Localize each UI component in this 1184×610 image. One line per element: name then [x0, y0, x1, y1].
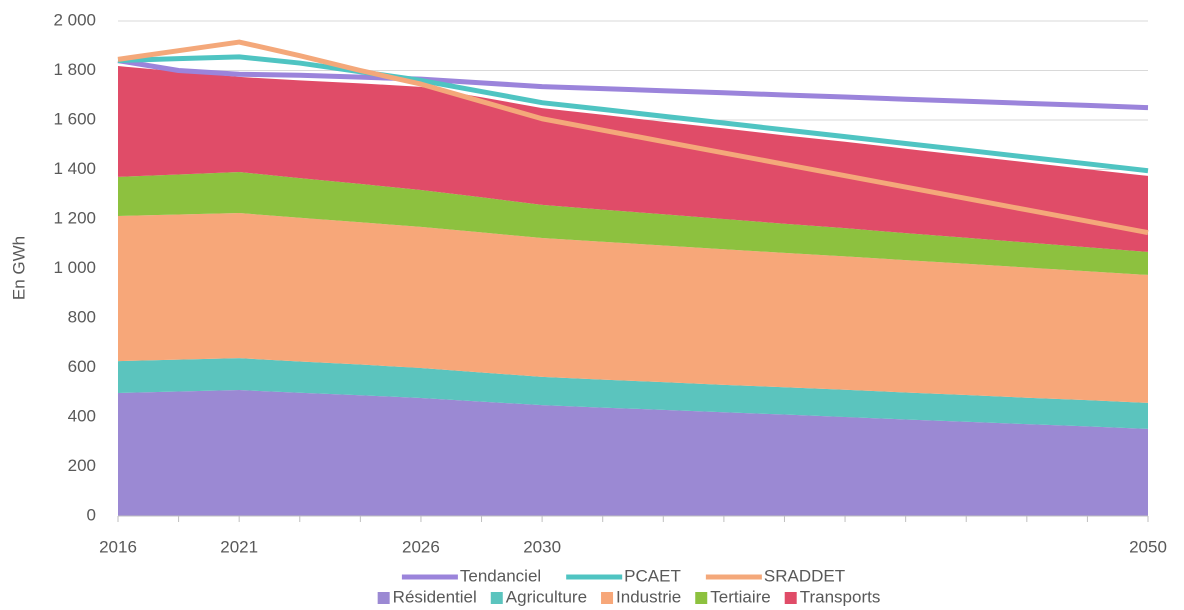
legend-label: SRADDET — [764, 566, 845, 585]
y-tick-label: 1 000 — [53, 258, 96, 277]
legend-swatch — [784, 592, 797, 604]
lines — [117, 39, 1149, 236]
legend-label: Tendanciel — [460, 566, 541, 585]
legend-label: Tertiaire — [710, 587, 770, 606]
legend-row: Tendanciel PCAET SRADDET — [401, 566, 845, 585]
y-tick-label: 1 800 — [53, 60, 96, 79]
y-tick-label: 400 — [68, 406, 96, 425]
legend-label: Industrie — [616, 587, 681, 606]
y-tick-label: 0 — [87, 505, 96, 524]
y-tick-label: 600 — [68, 357, 96, 376]
legend-swatch — [377, 592, 390, 604]
legend-row: Résidentiel Agriculture Industrie Tertiaire… — [377, 587, 881, 606]
y-tick-label: 800 — [68, 307, 96, 326]
y-tick-label: 2 000 — [53, 10, 96, 29]
legend-swatch — [490, 592, 503, 604]
x-tick-label: 2030 — [523, 537, 561, 556]
legend-label: Transports — [800, 587, 881, 606]
area — [118, 213, 1148, 403]
x-tick-label: 2026 — [402, 537, 440, 556]
area — [118, 358, 1148, 429]
area — [118, 390, 1148, 516]
area — [118, 66, 1148, 252]
x-tick-label: 2016 — [99, 537, 137, 556]
area — [118, 171, 1148, 275]
axes: 0 200 400 600 800 1 000 1 200 1 400 1 600 1 800 2 … — [53, 10, 1166, 556]
y-tick-label: 1 400 — [53, 159, 96, 178]
legend-swatch — [695, 592, 708, 604]
x-tick-label: 2050 — [1129, 537, 1167, 556]
legend-swatch — [601, 592, 614, 604]
line — [117, 58, 1149, 111]
legend-label: PCAET — [624, 566, 681, 585]
areas — [118, 66, 1148, 516]
line — [117, 54, 1149, 174]
legend-label: Résidentiel — [393, 587, 477, 606]
y-tick-label: 200 — [68, 456, 96, 475]
y-tick-label: 1 600 — [53, 109, 96, 128]
y-axis-label: En GWh — [9, 236, 28, 300]
line — [117, 39, 1149, 236]
legend-label: Agriculture — [506, 587, 587, 606]
x-tick-label: 2021 — [220, 537, 258, 556]
y-tick-label: 1 200 — [53, 208, 96, 227]
